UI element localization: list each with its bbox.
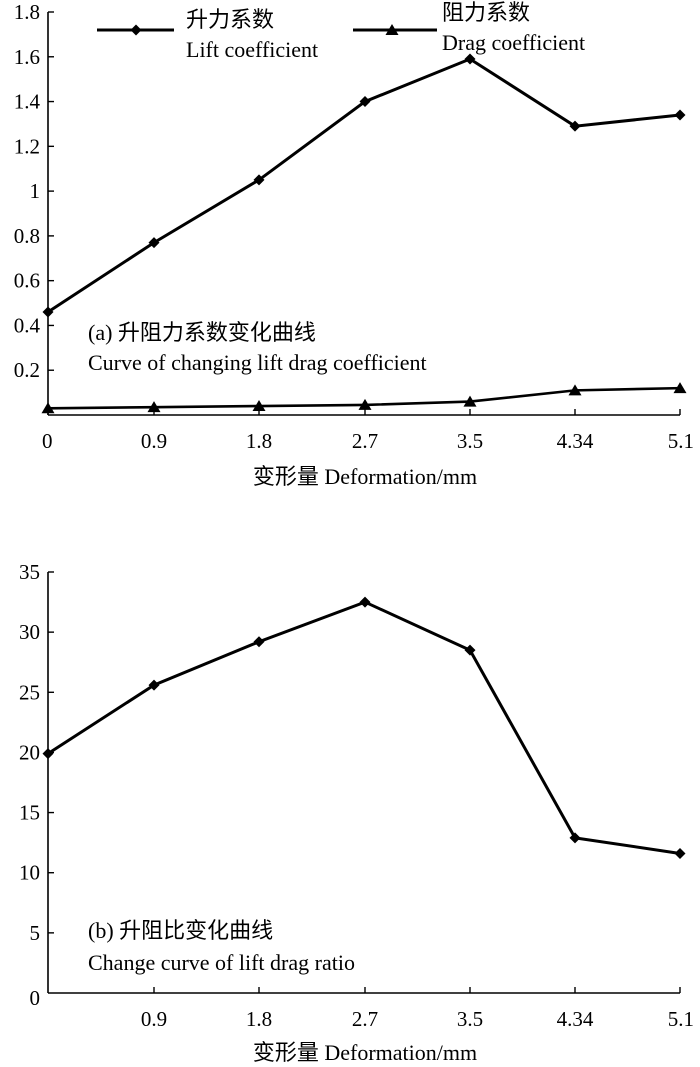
y-tick-label: 0.8 [14,224,40,248]
y-tick-label: 10 [19,861,40,885]
series-point [359,596,371,608]
x-tick-label: 1.8 [246,429,272,453]
series-1-point [41,402,55,414]
y-tick-label: 0.4 [14,313,41,337]
chart-caption-cn: (b) 升阻比变化曲线 [88,918,273,943]
chart-caption-en: Curve of changing lift drag coefficient [88,350,427,375]
legend-label-lift-en: Lift coefficient [186,37,318,62]
x-tick-label: 5.1 [668,429,694,453]
legend-marker-lift [130,24,142,36]
x-tick-label: 1.8 [246,1007,272,1031]
series-point [42,748,54,760]
y-tick-label: 1.8 [14,0,40,24]
y-tick-label: 0.2 [14,358,40,382]
x-axis-label: 变形量 Deformation/mm [253,464,477,489]
series-point [464,644,476,656]
y-tick-label: 20 [19,740,40,764]
series-0-point [148,237,160,249]
chart-a-lift-drag-coefficient: 0.2 0.4 0.6 0.8 1 1.2 1.4 1.6 1.8 0 0.9 1.8 2.7 3.5 4.… [14,0,694,489]
series-1-point [463,395,477,407]
series-line-0 [47,57,681,314]
series-0-point [569,120,581,132]
series-0-point [674,109,686,121]
y-tick-label: 1.2 [14,134,40,158]
series-line-lift-drag-ratio [47,600,681,855]
y-tick-label: 1.4 [14,90,41,114]
legend-label-drag: 阻力系数 [442,0,530,25]
y-tick-label: 0 [30,986,41,1010]
series-1-point [252,400,266,412]
legend-label-drag-en: Drag coefficient [442,30,585,55]
y-tick-label: 0.6 [14,269,40,293]
legend-marker-drag [385,24,399,35]
series-point [569,832,581,844]
chart-b-lift-drag-ratio: 0 5 10 15 20 25 30 35 0.9 1.8 2.7 3.5 4.34 5.1 变形量 Def… [19,560,694,1065]
x-tick-label: 3.5 [457,1007,483,1031]
series-0-point [464,53,476,65]
y-tick-label: 15 [19,801,40,825]
x-tick-label: 4.34 [557,429,594,453]
series-1-point [147,401,161,413]
x-tick-label: 4.34 [557,1007,594,1031]
y-tick-label: 25 [19,680,40,704]
y-tick-label: 30 [19,620,40,644]
series-0-point [253,174,265,186]
x-tick-label: 2.7 [352,1007,378,1031]
chart-caption-en: Change curve of lift drag ratio [88,950,355,975]
y-tick-label: 1 [30,179,41,203]
x-tick-label: 3.5 [457,429,483,453]
y-tick-label: 35 [19,560,40,584]
y-tick-label: 1.6 [14,45,40,69]
series-1-point [673,382,687,394]
series-0-point [359,96,371,108]
series-0-point [42,306,54,318]
series-point [253,636,265,648]
x-tick-label: 0.9 [141,1007,167,1031]
series-1-point [358,398,372,410]
x-tick-label: 0 [42,429,53,453]
series-point [674,847,686,859]
chart-caption-cn: (a) 升阻力系数变化曲线 [88,320,316,345]
legend-label-lift: 升力系数 [186,7,274,32]
series-point [148,679,160,691]
x-tick-label: 0.9 [141,429,167,453]
y-tick-label: 5 [30,921,41,945]
x-axis-label: 变形量 Deformation/mm [253,1040,477,1065]
series-1-point [568,384,582,396]
x-tick-label: 5.1 [668,1007,694,1031]
x-tick-label: 2.7 [352,429,378,453]
